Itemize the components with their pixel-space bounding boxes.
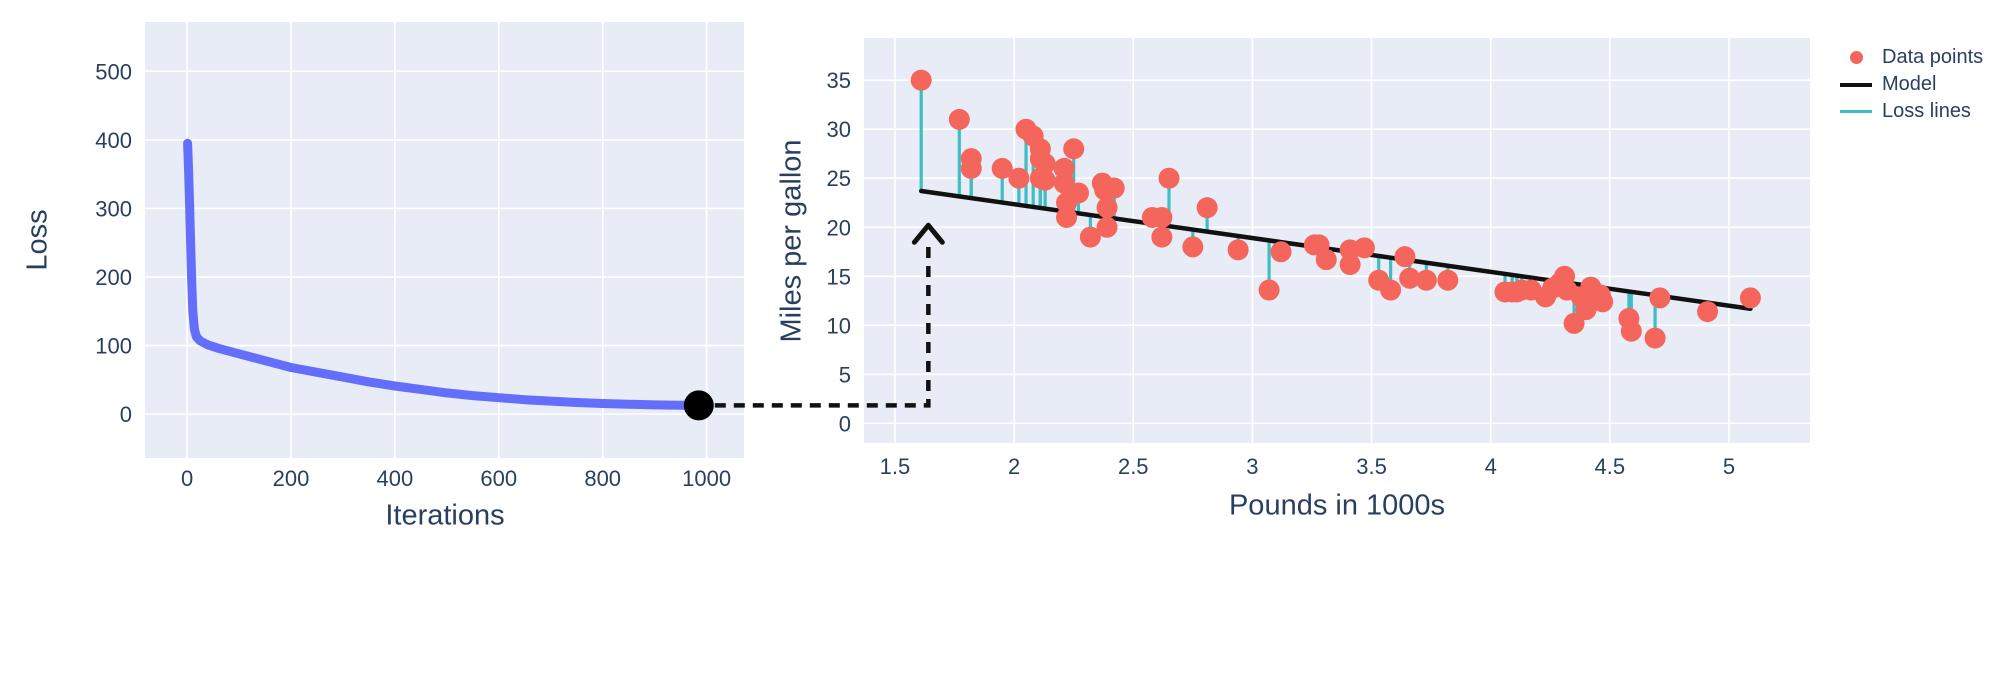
data-point [960, 157, 982, 179]
data-point [1196, 197, 1218, 219]
y-tick-label: 0 [120, 402, 132, 427]
data-point [1151, 226, 1173, 248]
scatter-chart-y-axis-title: Miles per gallon [775, 139, 808, 343]
loss-chart-y-axis-title: Loss [21, 209, 54, 271]
data-point [991, 157, 1013, 179]
data-point [1739, 287, 1761, 309]
data-point [1158, 167, 1180, 189]
scatter-chart: 0 5 10 15 20 25 30 35 1.5 2 2.5 3 3.5 4 4.5 5 [827, 38, 1810, 479]
data-point [1227, 239, 1249, 261]
scatter-chart-x-axis-title: Pounds in 1000s [1228, 489, 1446, 522]
legend-item-model: Model [1840, 71, 1983, 98]
plot-area [864, 38, 1810, 443]
loss-chart-x-axis-title: Iterations [385, 499, 505, 532]
x-tick-label: 1000 [682, 466, 731, 491]
data-points [910, 69, 1761, 349]
x-tick-label: 3.5 [1356, 454, 1387, 479]
data-point [1096, 197, 1118, 219]
x-tick-label: 4.5 [1595, 454, 1626, 479]
y-tick-label: 30 [827, 117, 851, 142]
data-point [1644, 327, 1666, 349]
y-tick-label: 200 [95, 265, 132, 290]
data-point [1008, 167, 1030, 189]
data-point [1056, 206, 1078, 228]
y-tick-label: 10 [827, 313, 851, 338]
data-point [1096, 216, 1118, 238]
y-tick-label: 400 [95, 128, 132, 153]
y-tick-label: 5 [839, 362, 851, 387]
data-points-marker-icon [1840, 51, 1872, 64]
x-tick-label: 800 [584, 466, 621, 491]
data-point [1053, 157, 1075, 179]
legend-label: Data points [1882, 46, 1984, 68]
y-tick-label: 35 [827, 68, 851, 93]
data-point [1182, 236, 1204, 258]
arrowhead-icon [911, 222, 945, 245]
x-tick-label: 400 [377, 466, 414, 491]
dashed-connector [714, 243, 931, 408]
data-point [1063, 138, 1085, 160]
final-loss-dot [683, 390, 714, 421]
data-point [1339, 254, 1361, 276]
y-tick-label: 25 [827, 166, 851, 191]
data-point [1575, 299, 1597, 321]
data-point [1592, 291, 1614, 313]
y-tick-label: 300 [95, 196, 132, 221]
data-point [1380, 279, 1402, 301]
data-point [1103, 177, 1125, 199]
data-point [1399, 267, 1421, 289]
loss-chart: 0 100 200 300 400 500 0 200 400 600 800 1000 [95, 22, 744, 491]
data-point [1394, 246, 1416, 268]
y-tick-label: 15 [827, 264, 851, 289]
x-tick-label: 5 [1723, 454, 1735, 479]
data-point [1697, 301, 1719, 323]
y-tick-label: 20 [827, 215, 851, 240]
data-point [1649, 287, 1671, 309]
loss-to-model-arrow [714, 222, 945, 408]
x-tick-label: 2 [1008, 454, 1020, 479]
loss-curve-line [183, 138, 704, 410]
y-tick-label: 0 [839, 411, 851, 436]
legend-label: Loss lines [1882, 100, 1971, 122]
data-point [1620, 320, 1642, 342]
x-tick-label: 600 [480, 466, 517, 491]
x-tick-label: 4 [1485, 454, 1497, 479]
model-line-icon [1840, 82, 1872, 87]
loss-lines-line-icon [1840, 110, 1872, 113]
plot-area [145, 22, 744, 458]
x-tick-label: 1.5 [880, 454, 911, 479]
legend: Data points Model Loss lines [1840, 44, 1983, 125]
legend-label: Model [1882, 73, 1937, 95]
data-point [910, 69, 932, 91]
data-point [1270, 241, 1292, 263]
data-point [1151, 206, 1173, 228]
data-point [1315, 249, 1337, 271]
data-point [1258, 279, 1280, 301]
data-point [1415, 269, 1437, 291]
y-tick-label: 500 [95, 59, 132, 84]
data-point [1079, 226, 1101, 248]
data-point [1353, 237, 1375, 259]
x-tick-label: 0 [181, 466, 193, 491]
data-point [1563, 312, 1585, 334]
x-tick-label: 3 [1246, 454, 1258, 479]
x-tick-label: 200 [273, 466, 310, 491]
x-tick-label: 2.5 [1118, 454, 1149, 479]
legend-item-loss-lines: Loss lines [1840, 98, 1983, 125]
data-point [1034, 169, 1056, 191]
legend-item-data-points: Data points [1840, 44, 1983, 71]
data-point [1437, 269, 1459, 291]
y-tick-label: 100 [95, 334, 132, 359]
data-point [1067, 182, 1089, 204]
data-point [948, 108, 970, 130]
